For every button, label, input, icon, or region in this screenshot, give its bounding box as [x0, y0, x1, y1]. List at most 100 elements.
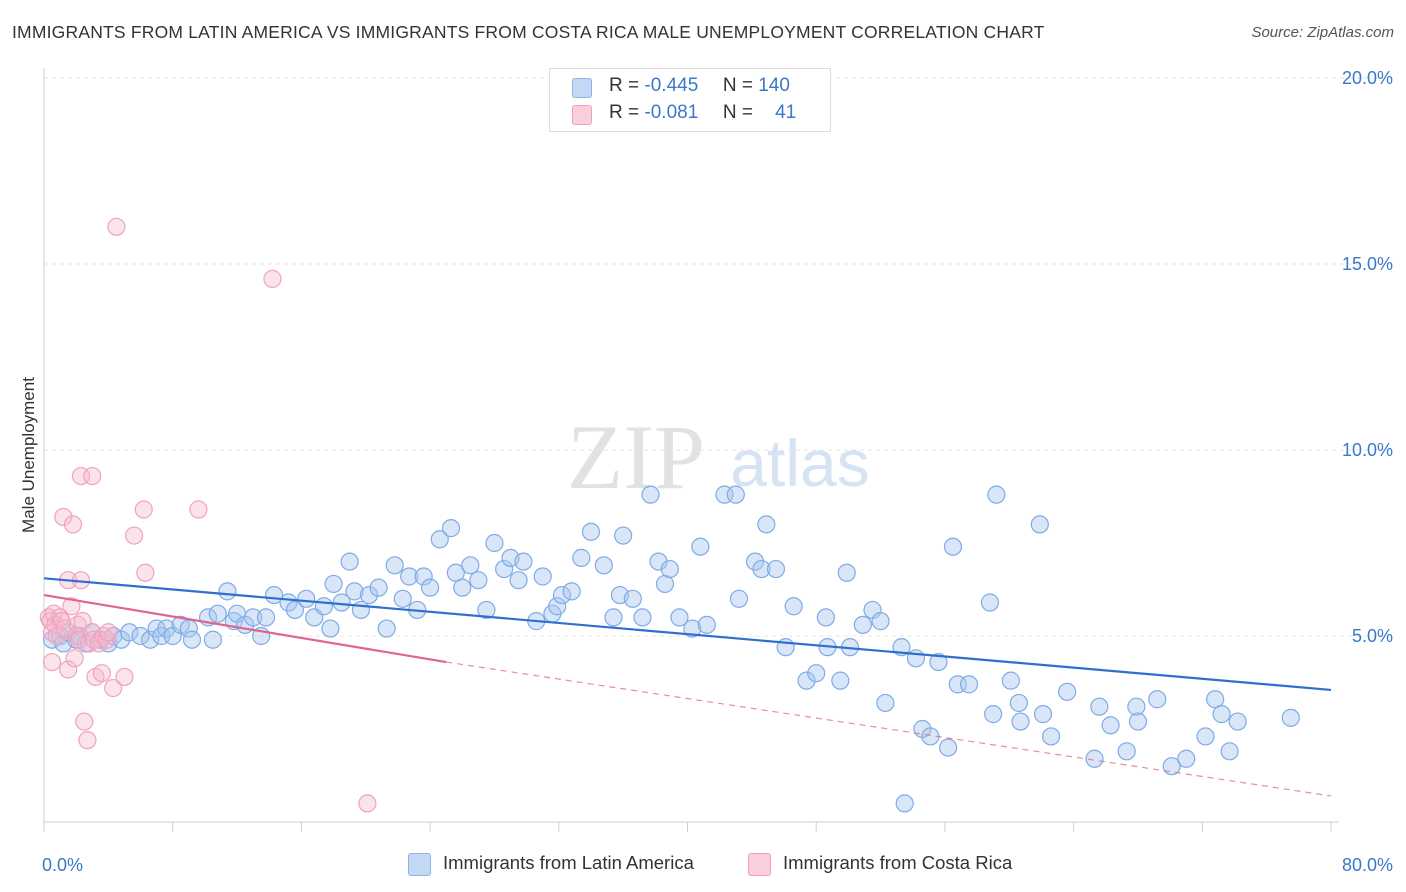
watermark-atlas: atlas	[730, 426, 869, 500]
point-latin-america	[297, 589, 316, 608]
point-latin-america	[1127, 697, 1146, 716]
y-tick-label: 15.0%	[1342, 254, 1393, 274]
tick-labels: 5.0% 10.0% 15.0% 20.0% 0.0% 80.0%	[42, 68, 1393, 875]
point-latin-america	[485, 533, 504, 553]
point-latin-america	[604, 608, 623, 627]
point-latin-america	[871, 612, 890, 631]
point-latin-america	[377, 619, 396, 638]
point-latin-america	[441, 519, 461, 538]
bottom-legend-swatch-latin-america	[408, 853, 431, 876]
point-latin-america	[514, 552, 533, 571]
point-latin-america	[285, 600, 305, 620]
point-latin-america	[203, 630, 223, 649]
point-costa-rica	[97, 630, 116, 649]
x-tick-label: 0.0%	[42, 855, 83, 875]
point-latin-america	[752, 559, 771, 579]
point-costa-rica	[75, 712, 94, 731]
point-latin-america	[980, 593, 1000, 612]
point-latin-america	[766, 559, 786, 579]
point-latin-america	[131, 626, 150, 646]
point-costa-rica	[83, 466, 102, 486]
point-latin-america	[683, 619, 702, 638]
point-latin-america	[1281, 708, 1300, 727]
point-costa-rica	[92, 664, 112, 683]
point-latin-america	[1033, 705, 1053, 724]
point-latin-america	[400, 567, 419, 586]
point-latin-america	[321, 619, 340, 638]
point-latin-america	[218, 582, 237, 601]
point-latin-america	[314, 597, 334, 616]
point-latin-america	[876, 693, 895, 713]
point-latin-america	[633, 608, 652, 627]
point-latin-america	[182, 630, 202, 649]
point-latin-america	[141, 630, 160, 649]
point-latin-america	[959, 675, 979, 694]
trend-line-costa-rica	[43, 593, 447, 664]
point-latin-america	[726, 485, 745, 504]
axes	[43, 68, 1339, 832]
point-costa-rica	[358, 794, 377, 813]
point-latin-america	[120, 623, 139, 642]
point-latin-america	[784, 597, 803, 616]
point-latin-america	[208, 604, 227, 623]
point-costa-rica	[124, 526, 144, 545]
point-latin-america	[477, 600, 496, 620]
data-points	[39, 217, 1300, 813]
point-costa-rica	[83, 623, 102, 642]
point-latin-america	[572, 548, 591, 567]
legend-r-value: -0.081	[644, 102, 699, 123]
point-latin-america	[729, 589, 749, 608]
point-latin-america	[1162, 757, 1181, 776]
point-costa-rica	[263, 269, 282, 288]
point-latin-america	[641, 485, 660, 504]
point-latin-america	[469, 571, 488, 590]
grid-lines	[44, 77, 1395, 637]
point-latin-america	[1128, 712, 1148, 731]
legend-n-label: N =	[722, 75, 753, 96]
point-latin-america	[987, 485, 1006, 504]
point-latin-america	[581, 522, 601, 541]
point-latin-america	[1001, 671, 1020, 690]
point-latin-america	[562, 582, 581, 601]
point-costa-rica	[134, 500, 153, 519]
point-latin-america	[837, 563, 856, 582]
legend-swatch-costa-rica	[572, 105, 592, 125]
point-latin-america	[853, 615, 872, 634]
point-costa-rica	[65, 649, 84, 668]
trend-line-extension	[446, 661, 1332, 797]
point-latin-america	[393, 589, 412, 608]
point-latin-america	[345, 582, 364, 601]
point-latin-america	[495, 559, 514, 579]
stats-legend: R = -0.445 N = 140 R = -0.081 N = 41	[549, 68, 831, 132]
point-latin-america	[1009, 693, 1029, 713]
point-latin-america	[797, 671, 816, 690]
point-latin-america	[757, 515, 776, 534]
point-latin-america	[1177, 749, 1196, 768]
point-costa-rica	[62, 597, 81, 616]
point-latin-america	[929, 652, 948, 672]
trend-line-latin-america	[43, 577, 1332, 692]
point-latin-america	[244, 608, 263, 627]
point-costa-rica	[107, 217, 126, 236]
point-latin-america	[1117, 742, 1136, 761]
point-latin-america	[1030, 515, 1049, 534]
point-latin-america	[430, 530, 449, 549]
point-costa-rica	[136, 563, 155, 582]
point-latin-america	[691, 537, 710, 556]
legend-n-value: 41	[775, 102, 797, 123]
point-latin-america	[1058, 682, 1077, 701]
legend-r-label: R =	[609, 75, 640, 96]
point-latin-america	[1220, 742, 1239, 761]
point-latin-america	[1041, 727, 1061, 746]
point-latin-america	[1011, 712, 1030, 731]
chart-title: IMMIGRANTS FROM LATIN AMERICA VS IMMIGRA…	[12, 22, 1045, 42]
point-latin-america	[1090, 697, 1109, 716]
point-costa-rica	[78, 731, 97, 750]
point-latin-america	[984, 705, 1003, 724]
point-latin-america	[385, 556, 404, 575]
y-tick-label: 10.0%	[1342, 440, 1393, 460]
point-latin-america	[324, 574, 343, 594]
point-costa-rica	[104, 678, 123, 698]
point-costa-rica	[42, 652, 62, 672]
